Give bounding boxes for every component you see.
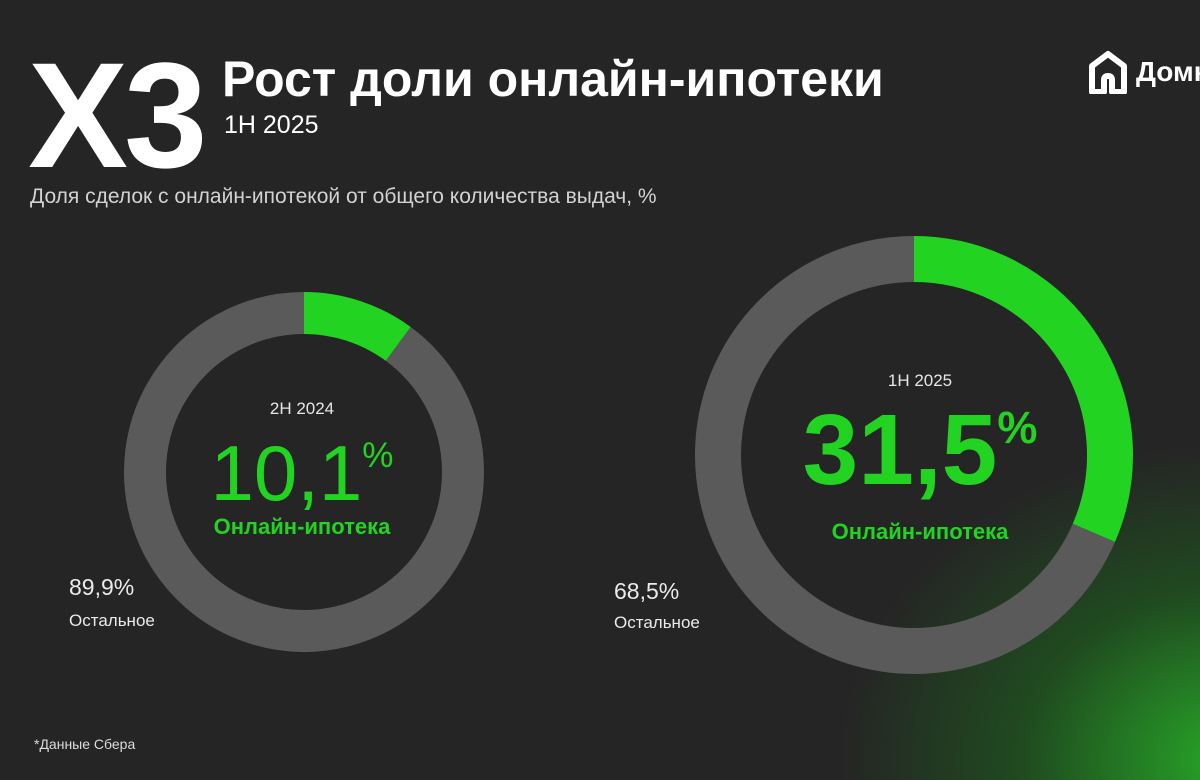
chart2-online-number: 31,5	[802, 394, 998, 506]
chart-subtitle: Доля сделок с онлайн-ипотекой от общего …	[30, 185, 657, 208]
growth-multiplier: X3	[28, 31, 207, 199]
chart2-online-value: 31,5%	[770, 400, 1070, 500]
chart1-slice-rest	[124, 292, 484, 652]
page-title: Рост доли онлайн-ипотеки	[222, 51, 884, 107]
page-period: 1H 2025	[224, 111, 319, 139]
chart2-slice-online	[913, 236, 1133, 542]
chart1-online-value: 10,1%	[152, 434, 452, 512]
chart1-percent-sign: %	[362, 435, 394, 475]
chart1-online-label: Онлайн-ипотека	[213, 514, 391, 539]
chart1-period-label: 2H 2024	[269, 399, 335, 418]
chart2-online-label: Онлайн-ипотека	[831, 519, 1009, 544]
chart1-slice-online	[303, 292, 411, 362]
logo-text: Домк	[1136, 56, 1200, 87]
chart1-rest-value: 89,9%	[69, 574, 135, 600]
chart2-period-label: 1H 2025	[887, 371, 953, 390]
chart1-rest-label: Остальное	[69, 611, 155, 630]
chart2-slice-rest	[695, 236, 1115, 674]
house-icon	[1089, 51, 1127, 94]
brand-logo: Домк	[1088, 50, 1200, 94]
chart2-rest-label: Остальное	[614, 613, 700, 632]
chart1-online-number: 10,1	[210, 429, 363, 517]
chart2-percent-sign: %	[997, 401, 1038, 453]
chart2-rest-value: 68,5%	[614, 578, 680, 604]
footnote: *Данные Сбера	[34, 736, 136, 752]
